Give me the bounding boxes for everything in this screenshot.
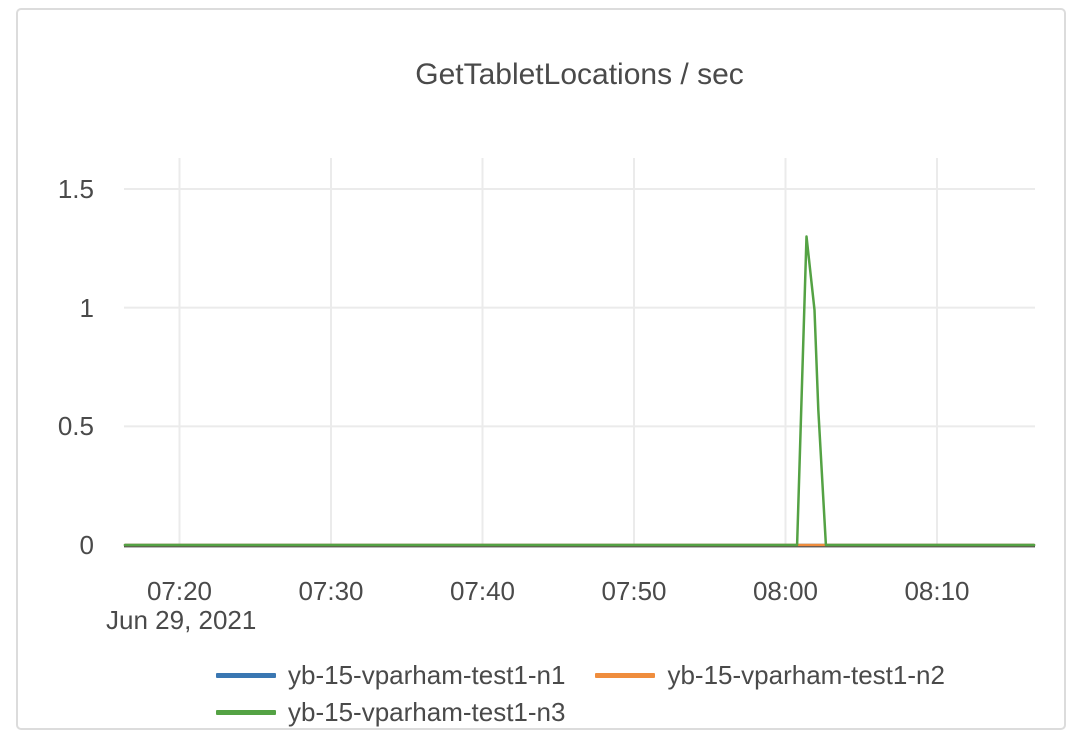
x-axis-date-label: Jun 29, 2021 <box>106 605 257 635</box>
legend-line-swatch <box>595 672 656 678</box>
legend-label: yb-15-vparham-test1-n3 <box>288 697 566 727</box>
x-tick-label: 07:50 <box>601 576 667 606</box>
plot-area[interactable] <box>18 10 1080 752</box>
legend: yb-15-vparham-test1-n1 yb-15-vparham-test… <box>216 660 976 727</box>
series-line-yb-15-vparham-test1-n3 <box>123 235 1036 547</box>
y-tick-label: 1 <box>79 292 94 323</box>
x-tick-label: 08:10 <box>904 576 970 606</box>
y-tick-label: 0.5 <box>57 411 94 442</box>
chart-title: GetTabletLocations / sec <box>415 58 744 91</box>
legend-line-swatch <box>216 709 276 715</box>
legend-item-yb-15-vparham-test1-n3[interactable]: yb-15-vparham-test1-n3 <box>216 697 565 727</box>
y-tick-label: 0 <box>79 530 94 560</box>
x-tick-label: 07:30 <box>298 576 364 606</box>
legend-label: yb-15-vparham-test1-n2 <box>667 660 945 690</box>
legend-label: yb-15-vparham-test1-n1 <box>288 660 566 690</box>
legend-item-yb-15-vparham-test1-n2[interactable]: yb-15-vparham-test1-n2 <box>595 660 945 690</box>
chart-card: GetTabletLocations / sec 0 0.5 1 1.5 07:20 0… <box>16 8 1066 730</box>
x-tick-label: 07:20 <box>146 576 213 606</box>
x-tick-label: 08:00 <box>752 576 819 606</box>
y-tick-label: 1.5 <box>57 174 94 204</box>
legend-item-yb-15-vparham-test1-n1[interactable]: yb-15-vparham-test1-n1 <box>216 660 565 690</box>
x-tick-label: 07:40 <box>449 576 516 606</box>
legend-line-swatch <box>216 672 276 678</box>
